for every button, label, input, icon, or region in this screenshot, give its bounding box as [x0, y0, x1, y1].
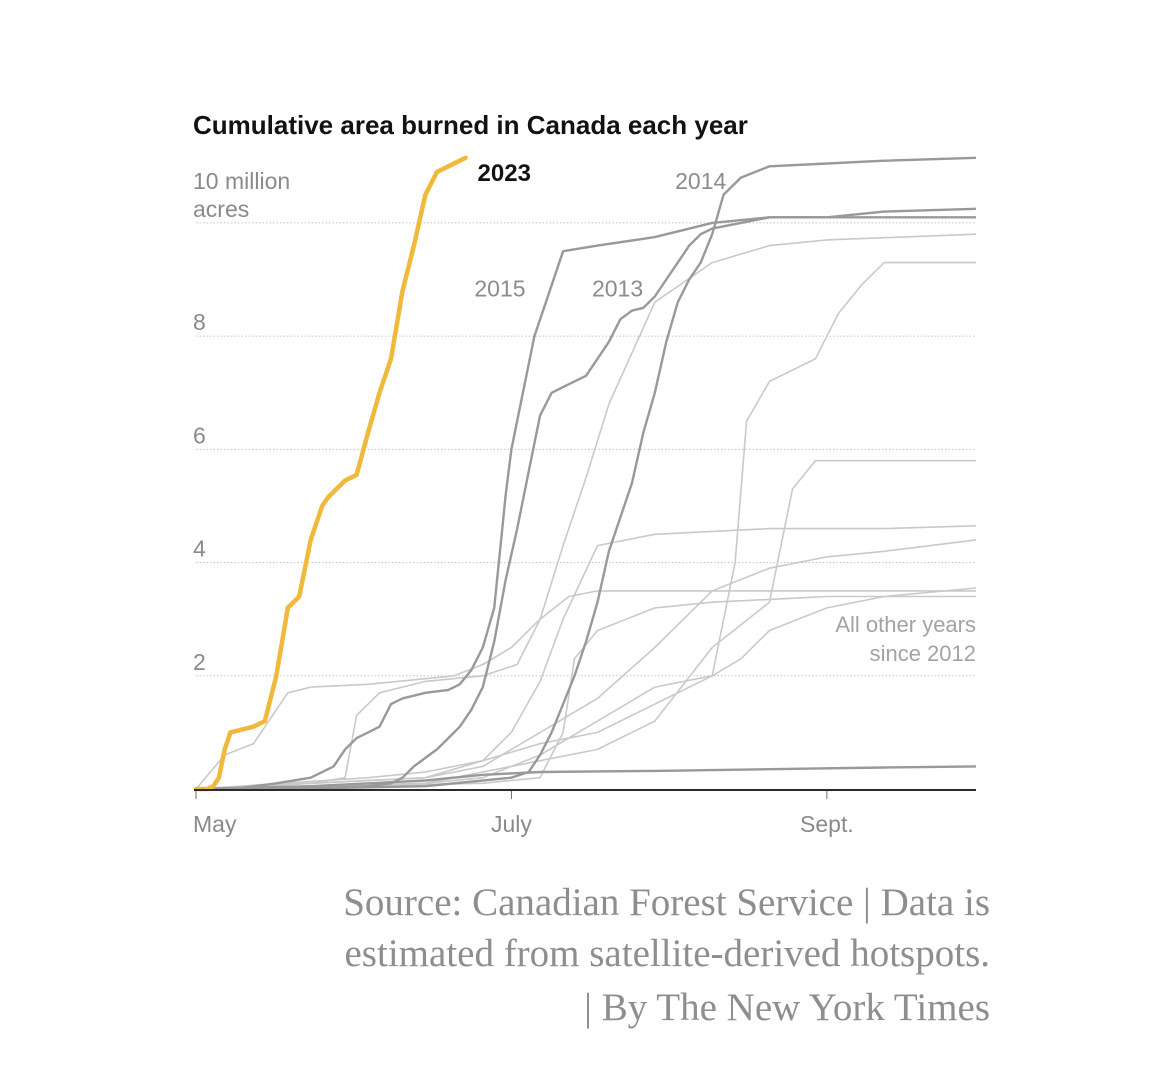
- label-2015: 2015: [474, 276, 525, 302]
- label-2014: 2014: [675, 168, 726, 194]
- other-year-line-1: [195, 590, 976, 790]
- y-tick-label-8: 8: [193, 309, 206, 335]
- label-other-years-line2: since 2012: [870, 641, 976, 666]
- y-tick-label-10-line0: 10 million: [193, 168, 290, 194]
- labeled-years-lines: [195, 156, 977, 791]
- other-year-line-5: [195, 525, 977, 790]
- label-2013: 2013: [592, 276, 643, 302]
- other-year-line-4: [195, 459, 976, 790]
- line-2013: [195, 207, 977, 791]
- x-axis-ticks: May July Sept.: [193, 791, 854, 837]
- x-tick-label-sept: Sept.: [800, 811, 854, 837]
- label-2023: 2023: [478, 160, 531, 187]
- line-2023: [193, 155, 468, 792]
- label-other-years-line1: All other years: [835, 612, 976, 637]
- highlight-year-line: [193, 155, 468, 792]
- x-tick-label-may: May: [193, 811, 237, 837]
- chart-title: Cumulative area burned in Canada each ye…: [193, 110, 748, 140]
- other-year-line-3: [195, 261, 976, 790]
- other-year-line-7: [195, 587, 977, 790]
- line-flat-year: [195, 765, 977, 791]
- y-tick-label-6: 6: [193, 422, 206, 448]
- other-year-line-8: [195, 595, 976, 790]
- source-line-2: estimated from satellite-derived hotspot…: [345, 932, 991, 975]
- y-tick-label-4: 4: [193, 536, 206, 562]
- other-year-line-2: [195, 233, 977, 790]
- gridlines: [196, 222, 976, 677]
- y-tick-label-2: 2: [193, 649, 206, 675]
- source-line-1: Source: Canadian Forest Service | Data i…: [343, 881, 990, 924]
- other-years-lines: [195, 233, 977, 790]
- line-2015: [195, 216, 976, 791]
- source-footer: Source: Canadian Forest Service | Data i…: [343, 881, 990, 1029]
- source-line-3: | By The New York Times: [584, 986, 990, 1029]
- other-year-line-6: [195, 539, 977, 790]
- line-2014: [195, 156, 977, 791]
- x-tick-label-july: July: [491, 811, 532, 837]
- y-tick-label-10-line1: acres: [193, 196, 249, 222]
- series-labels: 2023 2014 2015 2013 All other years since 201…: [474, 160, 976, 666]
